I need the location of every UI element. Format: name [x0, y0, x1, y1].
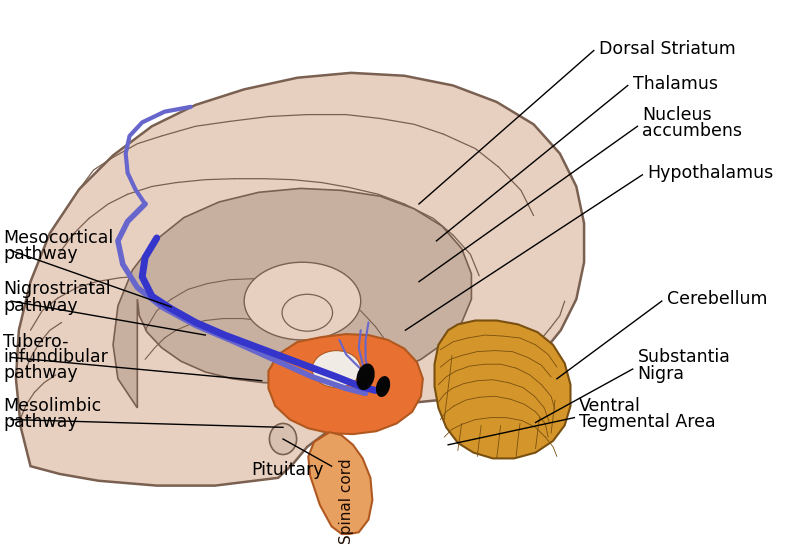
- Polygon shape: [269, 334, 423, 434]
- Text: Nigra: Nigra: [638, 365, 685, 383]
- Text: Thalamus: Thalamus: [633, 74, 718, 93]
- Polygon shape: [434, 321, 570, 458]
- Text: accumbens: accumbens: [642, 122, 742, 140]
- Ellipse shape: [376, 376, 390, 397]
- Text: Substantia: Substantia: [638, 348, 730, 366]
- Text: pathway: pathway: [3, 245, 78, 263]
- Text: Hypothalamus: Hypothalamus: [647, 164, 774, 182]
- Text: Spinal cord: Spinal cord: [338, 458, 354, 544]
- Text: pathway: pathway: [3, 364, 78, 382]
- Text: pathway: pathway: [3, 413, 78, 431]
- Polygon shape: [16, 73, 584, 485]
- Text: pathway: pathway: [3, 297, 78, 315]
- Ellipse shape: [270, 424, 297, 455]
- Ellipse shape: [357, 364, 374, 390]
- Text: Nigrostriatal: Nigrostriatal: [3, 280, 111, 299]
- Polygon shape: [113, 188, 471, 408]
- Text: Dorsal Striatum: Dorsal Striatum: [598, 40, 735, 57]
- Text: Cerebellum: Cerebellum: [666, 290, 767, 308]
- Text: Mesolimbic: Mesolimbic: [3, 397, 102, 415]
- Text: Tegmental Area: Tegmental Area: [579, 413, 716, 430]
- Ellipse shape: [244, 262, 361, 340]
- Text: Ventral: Ventral: [579, 397, 641, 415]
- Text: infundibular: infundibular: [3, 348, 108, 366]
- Polygon shape: [308, 432, 372, 535]
- Ellipse shape: [312, 350, 361, 387]
- Text: Pituitary: Pituitary: [252, 461, 324, 479]
- Text: Tubero-: Tubero-: [3, 333, 69, 351]
- Text: Nucleus: Nucleus: [642, 106, 712, 123]
- Text: Mesocortical: Mesocortical: [3, 229, 114, 247]
